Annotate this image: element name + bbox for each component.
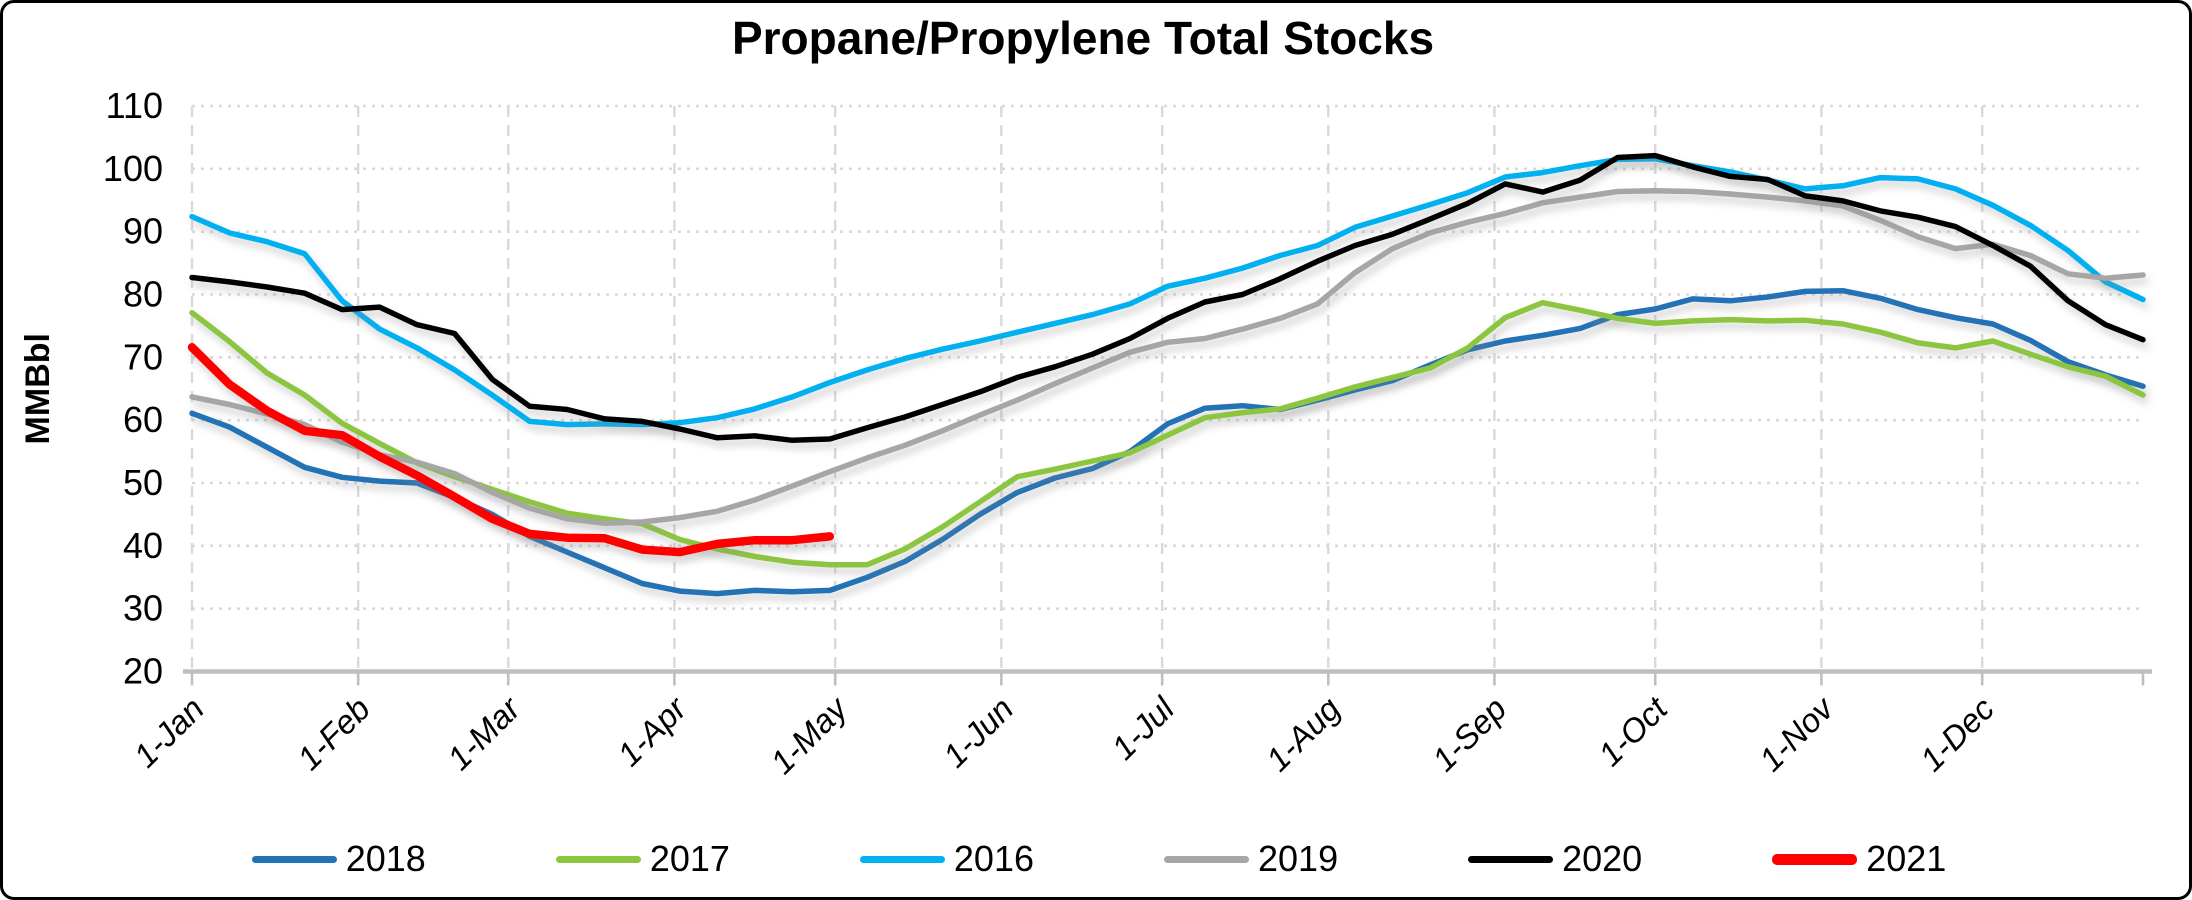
legend-swatch-2016	[859, 855, 945, 863]
legend: 2018 2017 2016 2019 2020 2021	[3, 838, 2189, 879]
series-line-2017	[189, 299, 2146, 568]
legend-item-2021: 2021	[1772, 841, 1946, 877]
x-tick-label-1-Jan: 1-Jan	[126, 690, 211, 775]
legend-swatch-2020	[1468, 855, 1554, 863]
x-tick-label-1-Apr: 1-Apr	[610, 688, 695, 773]
series-line-2021	[187, 343, 835, 557]
y-tick-label-100: 100	[103, 148, 163, 189]
legend-label-2018: 2018	[345, 838, 426, 879]
y-axis-title: MMBbl	[19, 333, 57, 444]
axes	[183, 669, 2152, 686]
gridlines	[190, 104, 2143, 672]
legend-item-2017: 2017	[555, 838, 730, 879]
legend-label-2020: 2020	[1562, 838, 1643, 879]
legend-label-2021: 2021	[1866, 838, 1947, 879]
series-line-2020	[189, 152, 2146, 444]
x-tick-label-1-May: 1-May	[763, 688, 856, 781]
chart-title: Propane/Propylene Total Stocks	[731, 12, 1435, 64]
x-tick-label-1-Sep: 1-Sep	[1425, 690, 1513, 778]
y-tick-label-50: 50	[123, 462, 163, 503]
legend-swatch-2019	[1164, 855, 1249, 863]
legend-label-2017: 2017	[649, 838, 730, 879]
y-tick-label-80: 80	[123, 274, 163, 315]
x-tick-label-1-Nov: 1-Nov	[1752, 688, 1842, 778]
legend-item-2016: 2016	[859, 838, 1034, 879]
series-line-2018	[189, 287, 2146, 597]
legend-label-2016: 2016	[953, 838, 1034, 879]
y-tick-label-70: 70	[123, 336, 163, 377]
series-line-2019	[189, 188, 2146, 526]
x-tick-label-1-Oct: 1-Oct	[1591, 688, 1676, 773]
x-tick-label-1-Jun: 1-Jun	[936, 690, 1021, 775]
legend-swatch-2017	[555, 855, 641, 863]
y-tick-label-60: 60	[123, 399, 163, 440]
x-tick-label-1-Feb: 1-Feb	[290, 690, 377, 777]
series-lines	[187, 152, 2146, 597]
legend-swatch-2021	[1772, 853, 1858, 865]
y-tick-label-40: 40	[123, 525, 163, 566]
series-line-2016	[189, 156, 2146, 428]
y-tick-label-90: 90	[123, 211, 163, 252]
legend-swatch-2018	[251, 855, 337, 863]
y-tick-label-110: 110	[106, 85, 163, 126]
legend-label-2019: 2019	[1258, 838, 1339, 879]
line-chart-canvas: 20 30 40 50 60 70 80 90 100 110 1-Jan 1-Feb 1-Mar 1-A…	[19, 85, 2152, 781]
y-tick-label-20: 20	[123, 651, 163, 692]
x-tick-label-1-Jul: 1-Jul	[1104, 689, 1182, 767]
legend-item-2020: 2020	[1468, 841, 1642, 877]
x-tick-label-1-Aug: 1-Aug	[1259, 689, 1348, 778]
y-tick-label-30: 30	[123, 588, 163, 629]
legend-item-2019: 2019	[1164, 841, 1338, 877]
legend-item-2018: 2018	[251, 838, 426, 879]
x-tick-label-1-Mar: 1-Mar	[440, 688, 529, 777]
x-tick-label-1-Dec: 1-Dec	[1913, 689, 2002, 778]
